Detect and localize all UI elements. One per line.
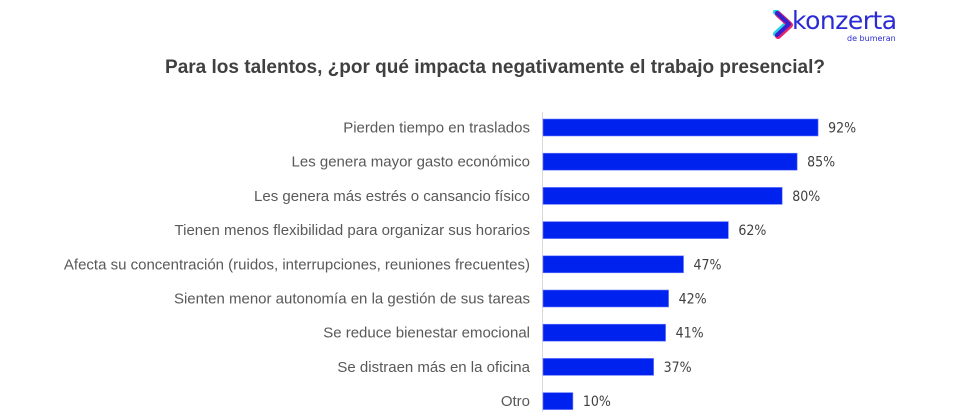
chevron-logo-icon [773,10,793,39]
konzerta-logo: konzerta de bumeran [772,6,912,48]
category-label: Tienen menos flexibilidad para organizar… [175,222,530,239]
bar [542,221,729,239]
bar [542,255,684,274]
category-label: Se reduce bienestar emocional [323,325,530,342]
value-label: 62% [738,223,766,239]
value-label: 92% [828,121,856,137]
bar [542,118,819,137]
bar [542,392,574,410]
bar [542,289,669,308]
value-label: 37% [664,360,692,376]
value-label: 85% [807,155,835,171]
category-label: Pierden tiempo en traslados [343,120,530,137]
category-label: Sienten menor autonomía en la gestión de… [174,291,530,308]
category-label: Les genera mayor gasto económico [292,154,530,171]
bar [542,358,654,376]
logo-subtitle: de bumeran [847,34,896,43]
category-label: Les genera más estrés o cansancio físico [254,188,530,205]
category-label: Afecta su concentración (ruidos, interru… [64,256,530,273]
logo-wordmark: konzerta [792,6,897,35]
category-label: Se distraen más en la oficina [337,359,530,376]
chart-title: Para los talentos, ¿por qué impacta nega… [165,57,825,78]
bar [542,187,783,205]
value-label: 42% [679,292,707,308]
value-label: 47% [694,257,722,273]
category-label: Otro [501,393,530,410]
value-label: 41% [676,326,704,342]
value-label: 10% [583,394,611,410]
bar [542,323,666,342]
bar [542,152,798,171]
value-label: 80% [792,189,820,205]
